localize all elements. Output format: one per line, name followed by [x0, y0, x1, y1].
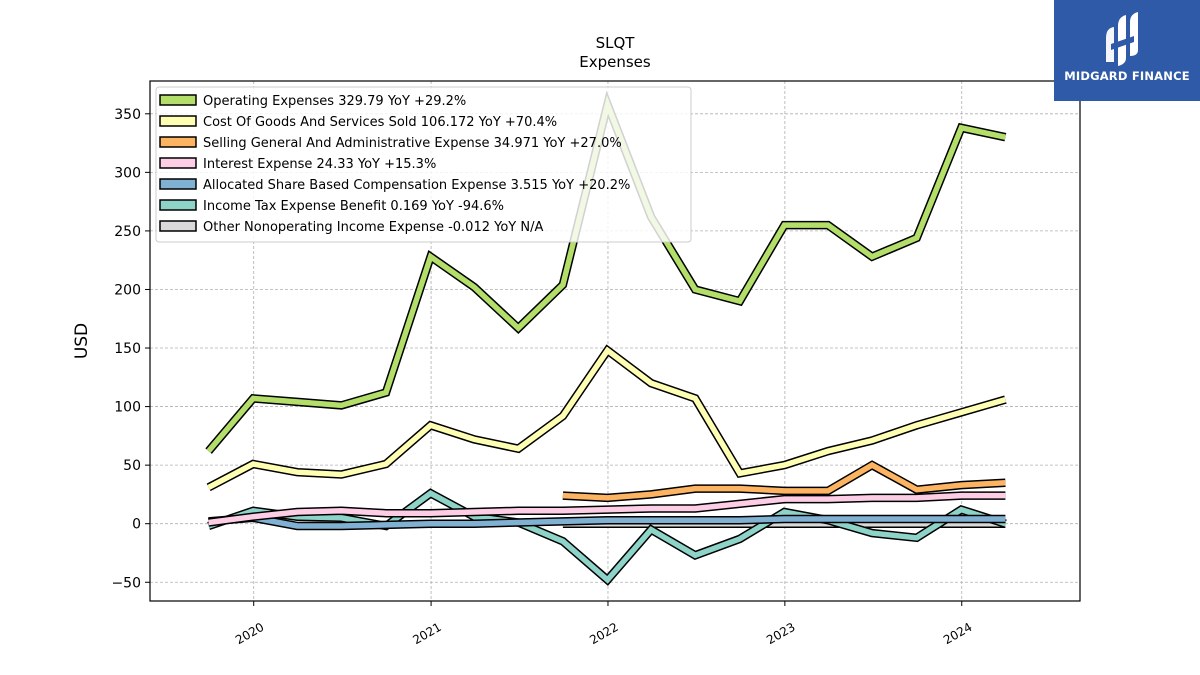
legend-swatch	[159, 94, 197, 106]
legend-swatch	[159, 136, 197, 148]
legend-label: Interest Expense 24.33 YoY +15.3%	[203, 157, 436, 172]
y-tick-label: 300	[114, 165, 141, 181]
brand-name: MIDGARD FINANCE	[1064, 69, 1190, 83]
y-tick-label: 50	[123, 458, 141, 474]
legend-box	[155, 86, 692, 243]
y-tick-label: 100	[114, 400, 141, 416]
series-line-interest-expense	[208, 492, 1006, 526]
brand-mark-icon	[1106, 12, 1138, 66]
y-tick-label: 200	[114, 282, 141, 298]
legend-swatch	[159, 178, 197, 190]
legend-swatch	[159, 220, 197, 232]
y-tick-label: 350	[114, 107, 141, 123]
series-line-allocated-share-based-compensation-expense	[208, 515, 1006, 529]
legend-label: Allocated Share Based Compensation Expen…	[203, 178, 630, 193]
x-tick-label: 2023	[764, 620, 797, 647]
legend: Operating Expenses 329.79 YoY +29.2% Cost…	[155, 86, 692, 243]
legend-label: Cost Of Goods And Services Sold 106.172 …	[203, 115, 557, 130]
x-tick-label: 2024	[941, 620, 974, 647]
brand-logo: MIDGARD FINANCE	[1054, 0, 1200, 101]
legend-swatch	[159, 157, 197, 169]
plot-frame	[149, 80, 1081, 602]
legend-label: Selling General And Administrative Expen…	[203, 136, 622, 151]
series-line-selling-general-and-administrative-expense	[562, 461, 1006, 501]
x-tick-label: 2020	[233, 620, 266, 647]
y-tick-label: 0	[132, 517, 141, 533]
chart-title: SLQT	[596, 34, 636, 52]
x-tick-label: 2022	[587, 620, 620, 647]
legend-label: Operating Expenses 329.79 YoY +29.2%	[203, 94, 466, 109]
y-tick-label: 250	[114, 224, 141, 240]
y-tick-label: −50	[111, 575, 141, 591]
y-tick-label: 150	[114, 341, 141, 357]
x-tick-label: 2021	[410, 620, 443, 647]
legend-label: Other Nonoperating Income Expense -0.012…	[203, 220, 543, 235]
legend-swatch	[159, 115, 197, 127]
series-outline-cost-of-goods-and-services-sold	[206, 344, 1007, 492]
legend-label: Income Tax Expense Benefit 0.169 YoY -94…	[203, 199, 504, 214]
chart-subtitle: Expenses	[579, 53, 651, 71]
series-line-cost-of-goods-and-services-sold	[207, 346, 1007, 490]
series-lines	[205, 90, 1007, 586]
legend-swatch	[159, 199, 197, 211]
series-line-income-tax-expense-benefit	[207, 490, 1007, 584]
y-axis-label: USD	[72, 323, 92, 359]
